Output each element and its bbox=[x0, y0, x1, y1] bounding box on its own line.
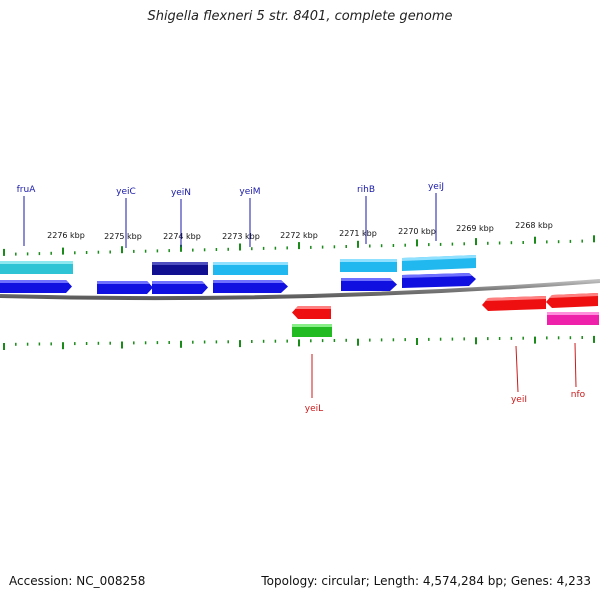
gene-label[interactable]: yeiJ bbox=[428, 182, 444, 192]
gene-feature[interactable] bbox=[547, 312, 599, 325]
gene-feature[interactable] bbox=[152, 262, 208, 275]
gene-label[interactable]: yeiL bbox=[305, 404, 323, 414]
forward-genes bbox=[0, 255, 476, 294]
gene-label[interactable]: yeiI bbox=[511, 395, 527, 405]
gene-feature[interactable] bbox=[546, 293, 598, 308]
scale-label: 2268 kbp bbox=[515, 221, 553, 230]
scale-label: 2272 kbp bbox=[280, 231, 318, 240]
gene-feature[interactable] bbox=[402, 255, 476, 271]
reverse-genes bbox=[292, 293, 599, 337]
gene-labels-reverse: yeiL yeiI nfo bbox=[305, 390, 586, 414]
gene-feature[interactable] bbox=[0, 280, 72, 293]
scale-labels: 2276 kbp 2275 kbp 2274 kbp 2273 kbp 2272… bbox=[47, 221, 553, 241]
gene-feature[interactable] bbox=[97, 281, 153, 294]
gene-feature[interactable] bbox=[0, 261, 73, 274]
scale-label: 2276 kbp bbox=[47, 231, 85, 240]
scale-label: 2271 kbp bbox=[339, 229, 377, 238]
gene-feature[interactable] bbox=[292, 306, 331, 319]
gene-label[interactable]: nfo bbox=[571, 390, 586, 400]
gene-feature[interactable] bbox=[482, 296, 546, 311]
gene-label[interactable]: yeiM bbox=[239, 187, 260, 197]
gene-labels-forward: fruA yeiC yeiN yeiM rihB yeiJ bbox=[17, 182, 444, 198]
scale-label: 2273 kbp bbox=[222, 232, 260, 241]
gene-label[interactable]: yeiC bbox=[116, 187, 136, 197]
scale-ticks-upper bbox=[3, 235, 595, 256]
gene-feature[interactable] bbox=[402, 273, 476, 288]
gene-feature[interactable] bbox=[341, 278, 397, 291]
genome-backbone bbox=[0, 279, 600, 301]
gene-feature[interactable] bbox=[340, 259, 397, 272]
gene-label[interactable]: fruA bbox=[17, 185, 37, 195]
label-leaders bbox=[23, 193, 577, 398]
accession-text: Accession: NC_008258 bbox=[9, 574, 146, 588]
gene-feature[interactable] bbox=[292, 324, 332, 337]
gene-label[interactable]: yeiN bbox=[171, 188, 191, 198]
map-title: Shigella flexneri 5 str. 8401, complete … bbox=[147, 9, 453, 24]
gene-feature[interactable] bbox=[152, 281, 208, 294]
gene-label[interactable]: rihB bbox=[357, 185, 375, 195]
genome-summary-text: Topology: circular; Length: 4,574,284 bp… bbox=[261, 574, 591, 588]
scale-ticks-lower bbox=[3, 335, 595, 350]
scale-label: 2269 kbp bbox=[456, 224, 494, 233]
scale-label: 2274 kbp bbox=[163, 232, 201, 241]
scale-label: 2270 kbp bbox=[398, 227, 436, 236]
gene-feature[interactable] bbox=[213, 280, 288, 293]
scale-label: 2275 kbp bbox=[104, 232, 142, 241]
gene-feature[interactable] bbox=[213, 262, 288, 275]
